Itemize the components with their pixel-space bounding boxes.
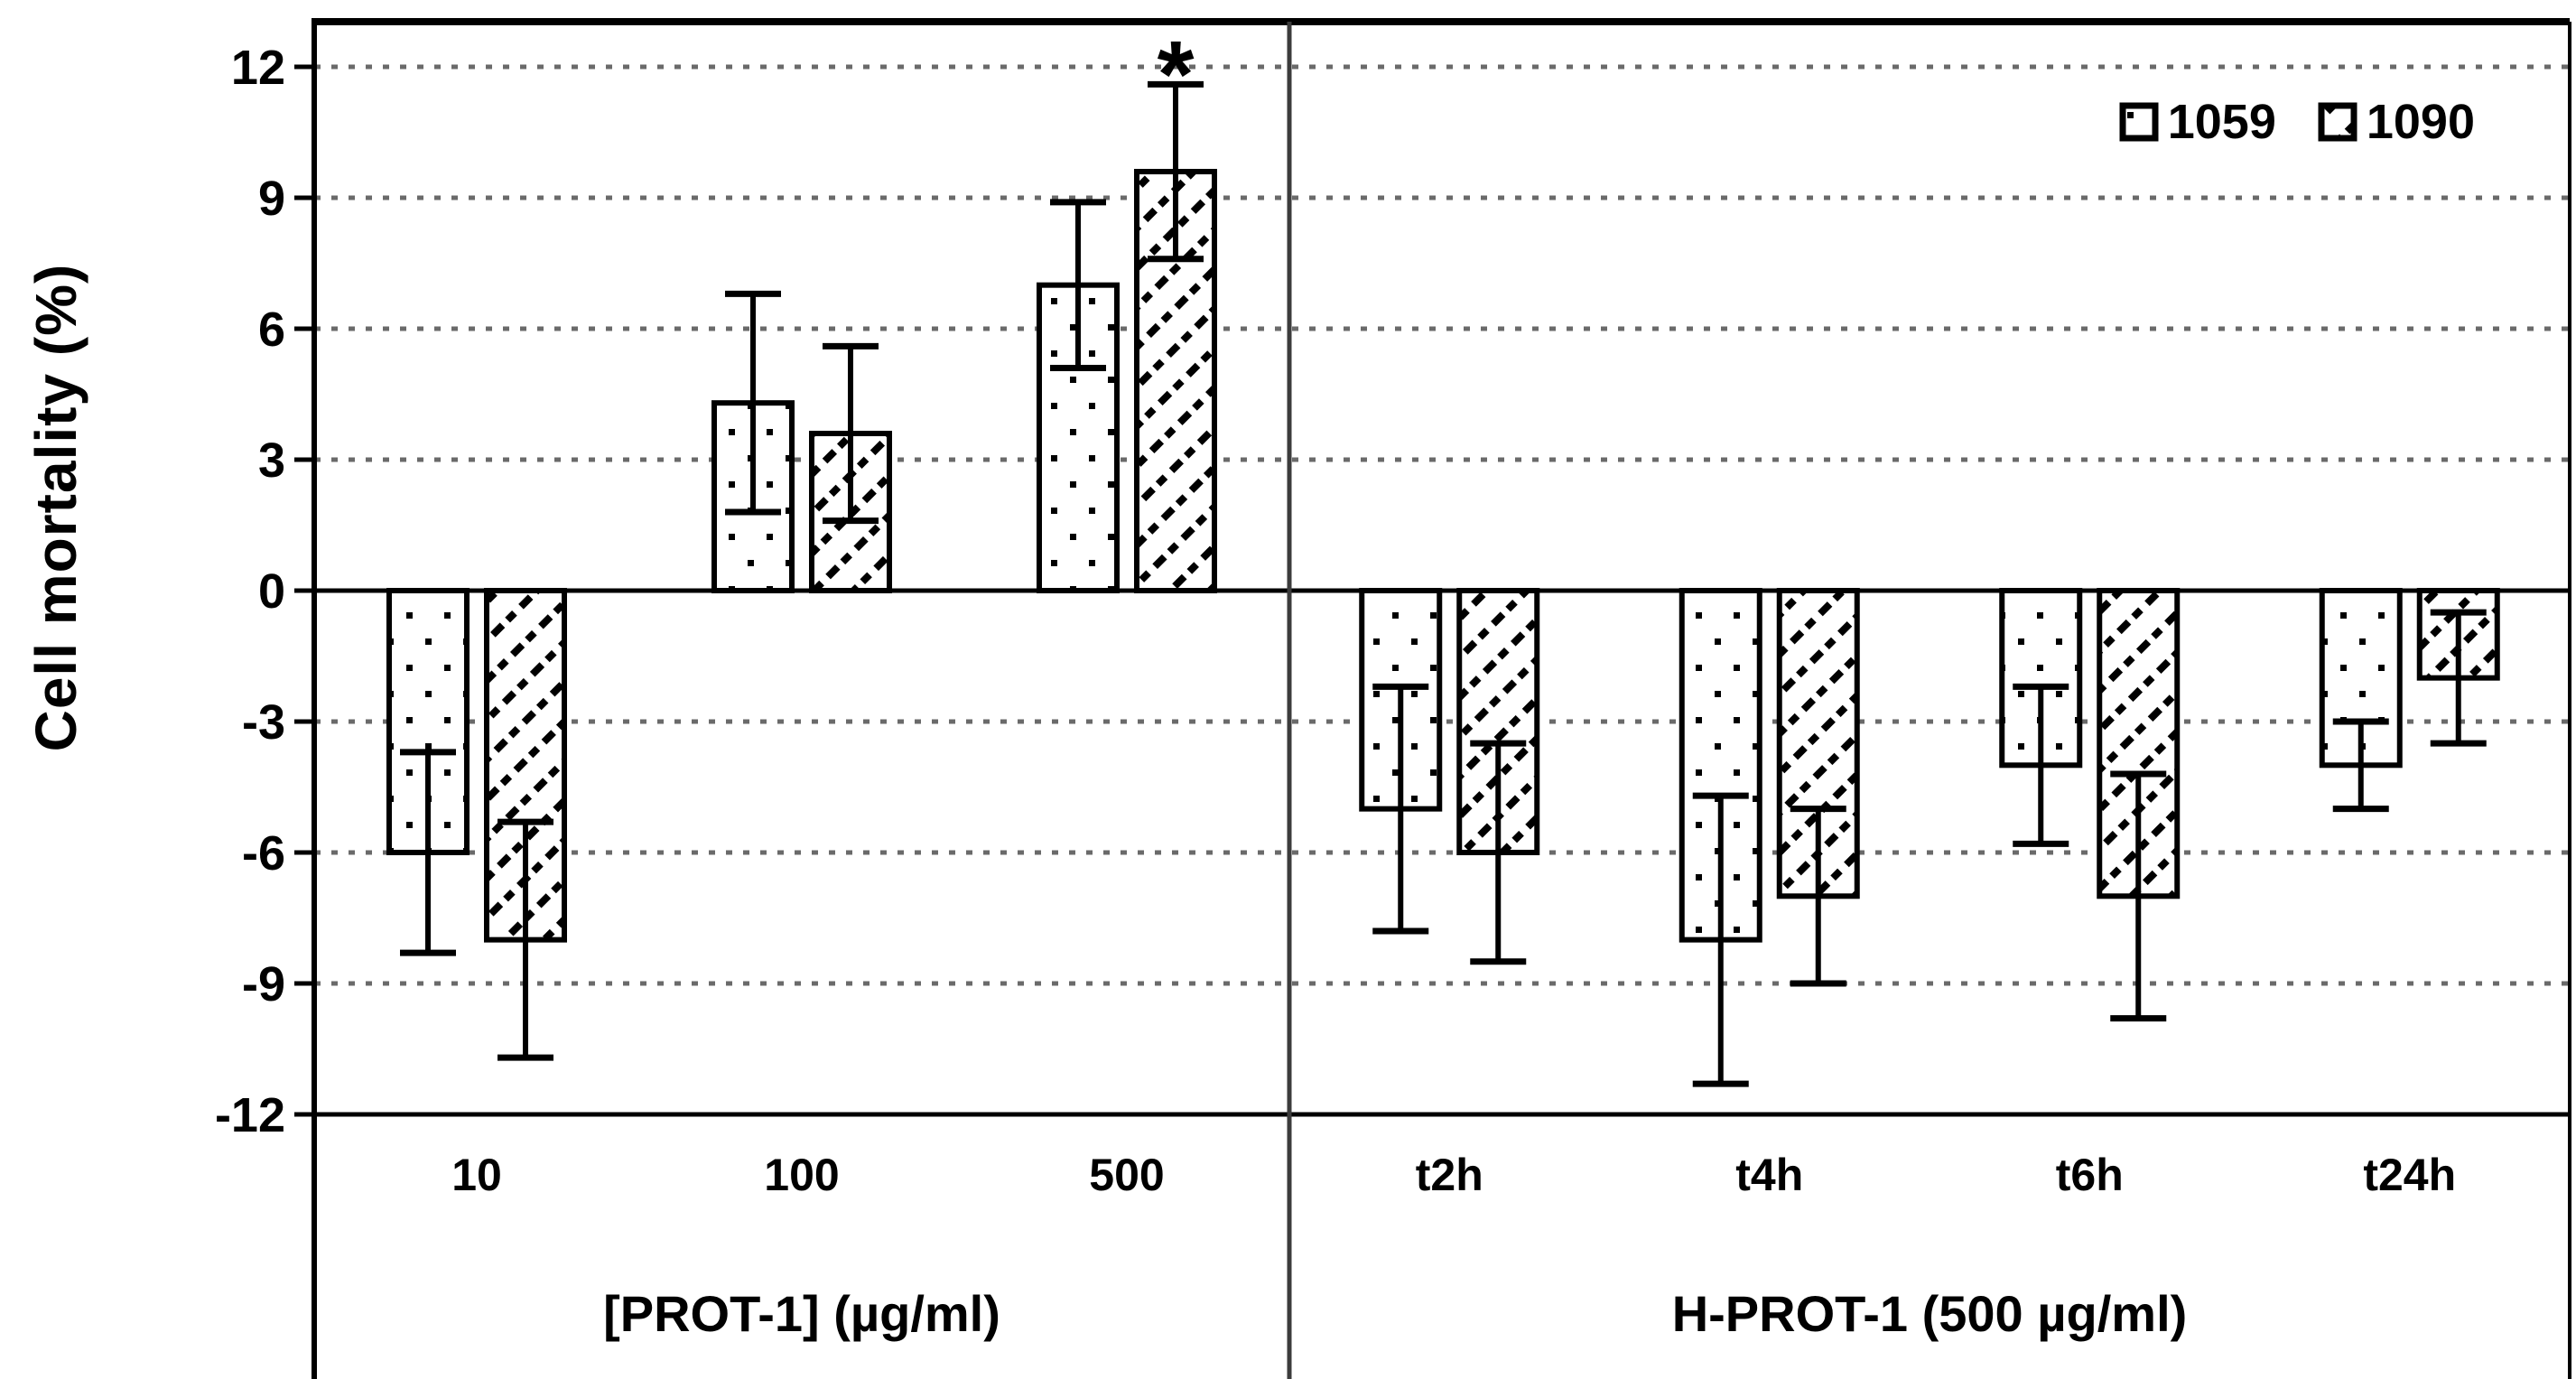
error-bar-1059-t2h [1372, 683, 1429, 935]
legend-label-1059: 1059 [2167, 95, 2276, 149]
error-bar-1059-500 [1050, 199, 1106, 372]
panel-label-1: H-PROT-1 (500 µg/ml) [1672, 1285, 2188, 1342]
y-tick-label--9: -9 [242, 957, 285, 1011]
legend-swatch-dots-icon [2119, 102, 2159, 142]
error-bar-1059-t4h [1692, 792, 1749, 1087]
error-bar-1059-t6h [2013, 683, 2069, 847]
legend-label-1090: 1090 [2366, 95, 2475, 149]
y-tick-label-0: 0 [258, 564, 285, 619]
y-tick-label--3: -3 [242, 695, 285, 750]
panel-label-0: [PROT-1] (µg/ml) [603, 1285, 1000, 1342]
y-tick-label--6: -6 [242, 826, 285, 881]
y-tick-label-6: 6 [258, 303, 285, 357]
y-axis-title: Cell mortality (%) [23, 263, 88, 752]
category-label-500: 500 [1089, 1150, 1164, 1200]
error-bar-1059-100 [725, 290, 781, 516]
category-label-100: 100 [764, 1150, 839, 1200]
category-label-t4h: t4h [1735, 1150, 1803, 1200]
error-bar-1090-100 [823, 342, 879, 525]
legend-item-1059: 1059 [2119, 98, 2276, 146]
significance-asterisk: * [1158, 22, 1195, 127]
error-bar-1090-t6h [2110, 770, 2167, 1022]
legend-swatch-hatch-icon [2318, 102, 2357, 142]
legend: 1059 1090 [2119, 98, 2475, 146]
y-tick-label--12: -12 [215, 1088, 285, 1142]
error-bar-1090-t24h [2430, 609, 2487, 747]
error-bar-1059-10 [400, 749, 456, 956]
y-tick-label-12: 12 [231, 41, 285, 95]
error-bar-1090-t4h [1790, 806, 1846, 987]
legend-item-1090: 1090 [2318, 98, 2475, 146]
y-tick-label-9: 9 [258, 172, 285, 226]
category-label-t2h: t2h [1416, 1150, 1483, 1200]
error-bar-1090-10 [498, 818, 553, 1061]
category-label-10: 10 [451, 1150, 502, 1200]
error-bar-1090-500 [1148, 80, 1204, 263]
category-label-t6h: t6h [2056, 1150, 2124, 1200]
error-bar-1059-t24h [2332, 718, 2389, 813]
category-label-t24h: t24h [2363, 1150, 2456, 1200]
y-tick-label-3: 3 [258, 433, 285, 488]
error-bar-1090-t2h [1470, 740, 1527, 965]
